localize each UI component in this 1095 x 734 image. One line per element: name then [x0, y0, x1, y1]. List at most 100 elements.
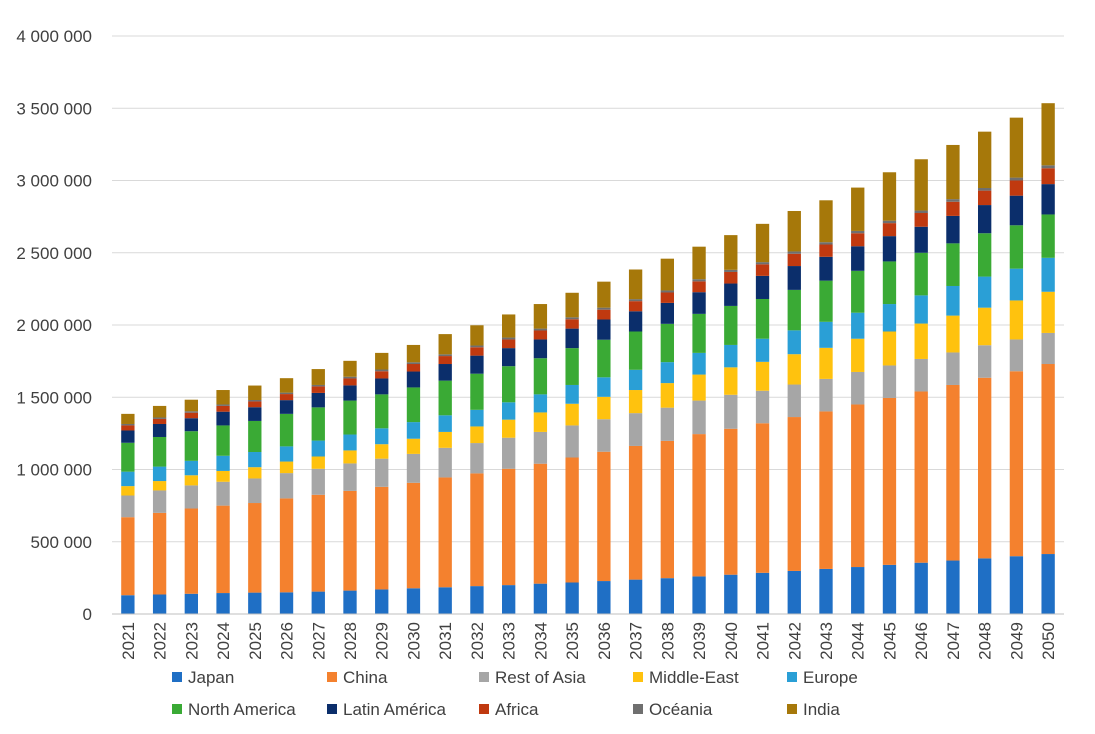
bar-stack-2039 — [692, 246, 706, 614]
bar-stack-2038 — [660, 258, 674, 614]
bar-segment — [851, 230, 865, 234]
bar-segment — [1041, 554, 1055, 614]
bar-segment — [660, 290, 674, 293]
bar-segment — [406, 482, 421, 589]
bar-segment — [533, 330, 548, 340]
bar-segment — [470, 586, 484, 614]
bar-segment — [882, 304, 897, 332]
bar-segment — [248, 401, 262, 408]
legend-label: Océania — [649, 700, 713, 719]
bar-segment — [470, 426, 484, 444]
bar-segment — [438, 334, 452, 355]
x-tick-label: 2028 — [341, 622, 360, 660]
bar-segment — [946, 243, 960, 286]
x-tick-label: 2040 — [722, 622, 741, 660]
legend-label: Europe — [803, 668, 858, 687]
bar-stack-2043 — [819, 200, 833, 614]
x-tick-label: 2047 — [944, 622, 963, 660]
bar-segment — [946, 315, 960, 353]
bar-segment — [184, 399, 198, 412]
legend-item: Africa — [479, 700, 539, 719]
bar-segment — [628, 579, 643, 614]
legend-label: Japan — [188, 668, 234, 687]
bar-segment — [1009, 268, 1024, 301]
bar-segment — [502, 339, 516, 349]
bar-segment — [692, 400, 706, 435]
bar-segment — [660, 302, 674, 324]
bar-segment — [152, 481, 167, 491]
bar-segment — [628, 299, 643, 302]
x-tick-label: 2024 — [214, 622, 233, 660]
bar-segment — [978, 188, 992, 191]
bar-segment — [184, 593, 198, 614]
y-tick-label: 0 — [83, 605, 92, 624]
bar-segment — [152, 405, 167, 418]
legend-label: Middle-East — [649, 668, 739, 687]
bar-segment — [279, 413, 294, 447]
bar-stack-2049 — [1009, 117, 1024, 614]
bar-segment — [375, 394, 389, 429]
bar-segment — [438, 364, 452, 381]
bar-segment — [470, 409, 484, 427]
x-tick-label: 2025 — [246, 622, 265, 660]
bar-segment — [184, 418, 198, 432]
bar-segment — [692, 279, 706, 282]
bar-segment — [882, 331, 897, 366]
bar-segment — [597, 377, 611, 397]
bar-segment — [946, 201, 960, 216]
bar-segment — [1009, 180, 1024, 196]
bar-segment — [692, 434, 706, 577]
x-tick-label: 2037 — [627, 622, 646, 660]
bar-segment — [755, 262, 770, 265]
bar-segment — [216, 455, 230, 471]
bar-segment — [628, 269, 643, 300]
bar-segment — [502, 402, 516, 420]
bar-stack-2048 — [978, 131, 992, 614]
bar-segment — [755, 390, 770, 424]
bar-segment — [946, 560, 960, 614]
bar-segment — [248, 452, 262, 468]
bar-segment — [343, 434, 357, 451]
bar-segment — [914, 226, 928, 253]
bar-segment — [533, 358, 548, 395]
bar-segment — [978, 190, 992, 206]
bar-segment — [1041, 291, 1055, 333]
bar-segment — [406, 422, 421, 439]
bar-segment — [1041, 165, 1055, 169]
bar-segment — [279, 592, 294, 614]
legend-label: Latin América — [343, 700, 447, 719]
x-tick-label: 2032 — [468, 622, 487, 660]
bar-segment — [819, 244, 833, 257]
bar-stack-2032 — [470, 325, 484, 614]
bar-segment — [438, 447, 452, 478]
bar-segment — [660, 292, 674, 303]
bar-stack-2040 — [724, 235, 738, 614]
bar-segment — [121, 495, 135, 518]
bar-segment — [1041, 364, 1055, 555]
bar-segment — [279, 461, 294, 474]
bar-segment — [502, 419, 516, 438]
legend-item: Middle-East — [633, 668, 739, 687]
bar-segment — [882, 397, 897, 565]
bar-segment — [1041, 168, 1055, 185]
legend-swatch — [787, 672, 797, 682]
bar-stack-2022 — [152, 405, 167, 614]
bar-segment — [819, 200, 833, 243]
bar-segment — [628, 445, 643, 580]
bar-segment — [660, 407, 674, 441]
bar-segment — [152, 490, 167, 513]
bar-stack-2030 — [406, 344, 421, 614]
bar-stack-2050 — [1041, 103, 1055, 614]
bar-segment — [311, 392, 325, 408]
bar-segment — [184, 508, 198, 594]
bar-stack-2035 — [565, 292, 579, 614]
bar-segment — [597, 319, 611, 340]
bar-segment — [914, 295, 928, 324]
bar-segment — [724, 283, 738, 306]
bar-segment — [1041, 103, 1055, 166]
bar-stack-2045 — [882, 172, 897, 614]
x-tick-label: 2044 — [849, 622, 868, 660]
bar-stack-2026 — [279, 378, 294, 614]
